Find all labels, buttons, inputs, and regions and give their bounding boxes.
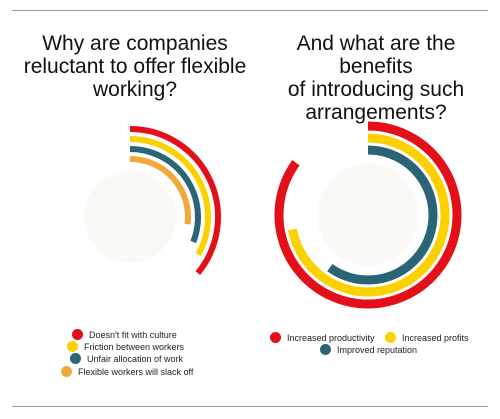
- legend-item-profits: Increased profits: [385, 332, 469, 343]
- left-chart-center-disc: [84, 171, 176, 263]
- legend-item-productivity: Increased productivity: [270, 332, 375, 343]
- legend-label: Increased profits: [402, 332, 469, 343]
- legend-label: Friction between workers: [84, 341, 185, 352]
- legend-item-allocation: Unfair allocation of work: [70, 353, 183, 364]
- legend-swatch-teal: [320, 344, 331, 355]
- right-radial-bar-chart: [274, 121, 462, 309]
- left-chart-arc-1: [129, 126, 221, 276]
- top-divider: [12, 10, 488, 11]
- right-chart-arc-3: [327, 145, 438, 285]
- legend-label: Increased productivity: [287, 332, 375, 343]
- legend-label: Improved reputation: [337, 344, 418, 355]
- left-radial-bar-chart: [84, 126, 221, 276]
- right-chart-arc-1: [274, 121, 462, 309]
- legend-swatch-red: [270, 332, 281, 343]
- legend-swatch-orange: [61, 366, 72, 377]
- bottom-divider: [12, 406, 488, 407]
- legend-item-friction: Friction between workers: [67, 341, 184, 352]
- legend-swatch-teal: [70, 353, 81, 364]
- left-chart-arc-2: [129, 136, 211, 257]
- left-chart-title: Why are companies reluctant to offer fle…: [23, 32, 247, 101]
- legend-item-culture: Doesn't fit with culture: [72, 329, 177, 340]
- right-chart-arc-2: [287, 133, 450, 297]
- legend-label: Flexible workers will slack off: [78, 366, 194, 377]
- legend-swatch-yellow: [67, 341, 78, 352]
- left-chart-arc-3: [129, 146, 201, 244]
- right-chart-title: And what are the benefits of introducing…: [287, 32, 465, 124]
- left-chart-arc-4: [129, 156, 191, 225]
- legend-swatch-yellow: [385, 332, 396, 343]
- legend-label: Unfair allocation of work: [87, 353, 184, 364]
- right-chart-center-disc: [317, 164, 419, 266]
- legend-item-reputation: Improved reputation: [320, 344, 417, 355]
- legend-label: Doesn't fit with culture: [89, 329, 177, 340]
- legend-swatch-red: [72, 329, 83, 340]
- legend-item-slack: Flexible workers will slack off: [61, 366, 193, 377]
